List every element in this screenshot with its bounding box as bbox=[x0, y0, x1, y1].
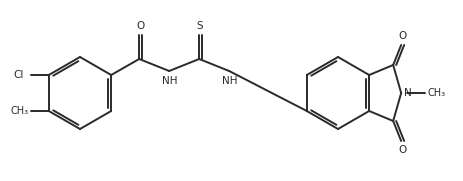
Text: O: O bbox=[398, 31, 407, 41]
Text: O: O bbox=[398, 145, 407, 155]
Text: NH: NH bbox=[222, 76, 238, 86]
Text: NH: NH bbox=[163, 76, 178, 86]
Text: CH₃: CH₃ bbox=[427, 88, 445, 98]
Text: O: O bbox=[136, 21, 144, 31]
Text: N: N bbox=[404, 88, 412, 98]
Text: Cl: Cl bbox=[13, 70, 24, 80]
Text: CH₃: CH₃ bbox=[11, 106, 29, 116]
Text: S: S bbox=[197, 21, 204, 31]
